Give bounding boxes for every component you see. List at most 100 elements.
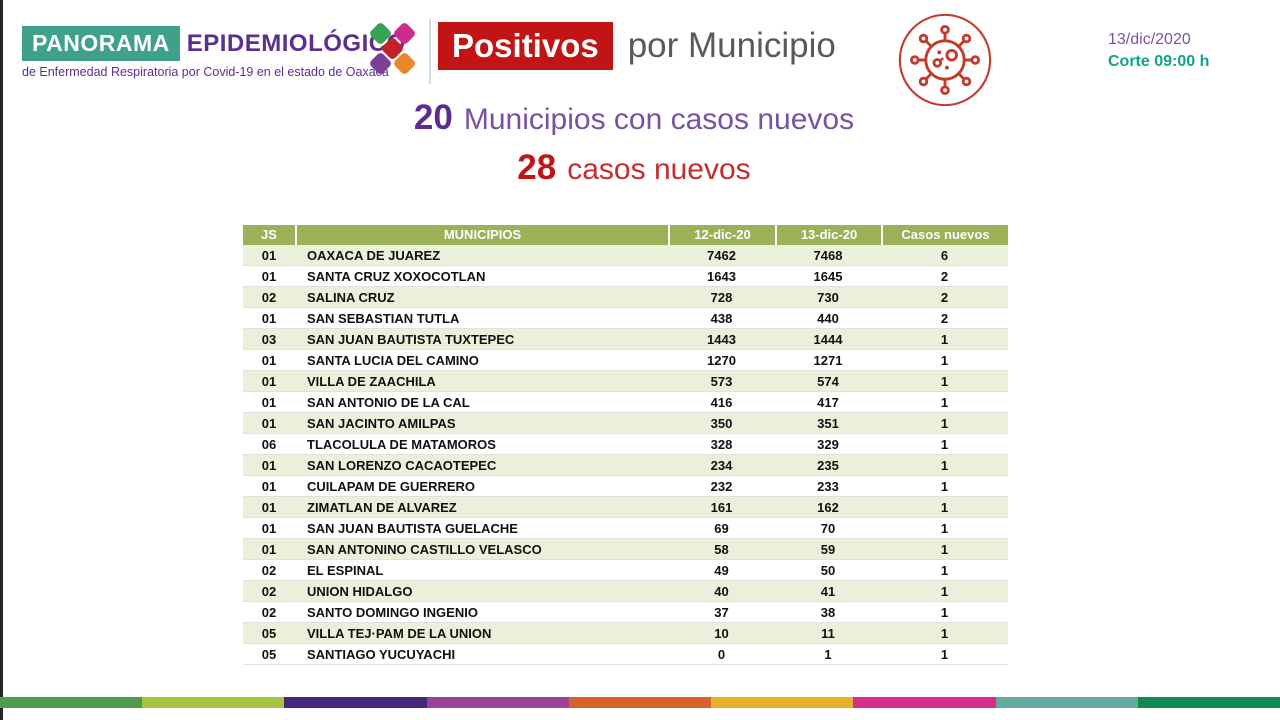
column-header-js: JS [261,227,277,242]
column-header-casos-nuevos: Casos nuevos [881,225,1008,245]
color-bar-segment [142,697,285,708]
cell-13dic: 59 [820,542,836,557]
color-bar-segment [995,697,1138,708]
brand-subtitle: de Enfermedad Respiratoria por Covid-19 … [22,65,389,79]
slide-left-edge [0,0,3,720]
cell-12dic: 58 [714,542,729,557]
municipio-table: JS MUNICIPIOS 12-dic-20 13-dic-20 Casos … [243,225,1008,665]
color-bar-segment [568,697,712,708]
cell-12dic: 350 [710,416,733,431]
cell-js: 01 [261,479,277,494]
headline-municipios: 20 Municipios con casos nuevos [0,98,1268,138]
table-row: 01 OAXACA DE JUAREZ 7462 7468 6 [243,245,1008,266]
cell-js: 02 [261,290,277,305]
table-row: 02 UNION HIDALGO 40 41 1 [243,581,1008,602]
column-header-municipios: MUNICIPIOS [295,225,668,245]
cell-municipio: ZIMATLAN DE ALVAREZ [307,500,457,515]
virus-icon [897,12,993,108]
cell-casos-nuevos: 1 [940,521,949,536]
cell-13dic: 329 [817,437,839,452]
cell-casos-nuevos: 1 [940,416,949,431]
cell-12dic: 37 [714,605,729,620]
cell-municipio: SANTA CRUZ XOXOCOTLAN [307,269,486,284]
color-bar-segment [711,697,854,708]
cell-js: 01 [261,500,277,515]
cell-13dic: 1645 [813,269,843,284]
cell-13dic: 38 [820,605,836,620]
cell-12dic: 161 [710,500,733,515]
cell-js: 01 [261,521,277,536]
cell-13dic: 50 [820,563,836,578]
page-title-por-municipio: por Municipio [627,26,836,65]
cell-municipio: SAN SEBASTIAN TUTLA [307,311,460,326]
cell-12dic: 40 [714,584,729,599]
cell-municipio: OAXACA DE JUAREZ [307,248,441,263]
cell-js: 03 [261,332,277,347]
cell-13dic: 41 [820,584,836,599]
cell-js: 01 [261,353,277,368]
cell-js: 02 [261,563,277,578]
cell-12dic: 1443 [707,332,736,347]
cell-13dic: 1444 [813,332,843,347]
header-divider [429,18,431,84]
cell-municipio: EL ESPINAL [307,563,384,578]
cell-casos-nuevos: 1 [940,479,949,494]
cell-js: 01 [261,416,277,431]
table-row: 05 SANTIAGO YUCUYACHI 0 1 1 [243,644,1008,665]
color-bar-segment [284,697,427,708]
table-row: 02 EL ESPINAL 49 50 1 [243,560,1008,581]
cell-js: 06 [261,437,277,452]
cell-13dic: 233 [817,479,839,494]
cell-municipio: SAN JACINTO AMILPAS [307,416,456,431]
cell-municipio: SAN ANTONINO CASTILLO VELASCO [307,542,542,557]
cell-casos-nuevos: 2 [940,311,949,326]
cell-js: 01 [261,542,277,557]
cell-js: 01 [261,248,277,263]
table-header: JS MUNICIPIOS 12-dic-20 13-dic-20 Casos … [243,225,1008,245]
cell-12dic: 234 [710,458,733,473]
page-title-positivos: Positivos [438,22,613,70]
headline-casos-label: casos nuevos [567,153,751,186]
cell-12dic: 69 [714,521,729,536]
color-bar-segment [0,697,143,708]
cell-municipio: SAN ANTONIO DE LA CAL [307,395,470,410]
cell-municipio: SAN LORENZO CACAOTEPEC [307,458,497,473]
headline-municipios-label: Municipios con casos nuevos [463,103,855,136]
table-rows: 01 OAXACA DE JUAREZ 7462 7468 6 01 SANTA CRUZ … [243,245,1008,665]
cell-casos-nuevos: 1 [940,332,949,347]
cell-js: 05 [261,647,277,662]
cell-casos-nuevos: 1 [940,353,949,368]
table-row: 01 CUILAPAM DE GUERRERO 232 233 1 [243,476,1008,497]
headline-casos: 28 casos nuevos [0,148,1268,188]
table-row: 01 SAN JUAN BAUTISTA GUELACHE 69 70 1 [243,518,1008,539]
cell-12dic: 416 [710,395,733,410]
report-date: 13/dic/2020 [1108,31,1191,48]
cell-12dic: 328 [710,437,733,452]
cell-13dic: 1271 [813,353,843,368]
table-row: 03 SAN JUAN BAUTISTA TUXTEPEC 1443 1444 1 [243,329,1008,350]
table-row: 02 SALINA CRUZ 728 730 2 [243,287,1008,308]
table-row: 01 SAN LORENZO CACAOTEPEC 234 235 1 [243,455,1008,476]
table-row: 01 VILLA DE ZAACHILA 573 574 1 [243,371,1008,392]
color-bar-segment [853,697,996,708]
cell-13dic: 162 [817,500,839,515]
table-row: 05 VILLA TEJ·PAM DE LA UNION 10 11 1 [243,623,1008,644]
cell-municipio: VILLA TEJ·PAM DE LA UNION [307,626,492,641]
date-block: 13/dic/2020 Corte 09:00 h [1108,29,1209,72]
cell-12dic: 232 [710,479,733,494]
cell-13dic: 70 [820,521,836,536]
cell-12dic: 7462 [707,248,736,263]
report-cutoff-time: Corte 09:00 h [1108,52,1210,70]
table-row: 06 TLACOLULA DE MATAMOROS 328 329 1 [243,434,1008,455]
table-row: 02 SANTO DOMINGO INGENIO 37 38 1 [243,602,1008,623]
cell-js: 01 [261,458,277,473]
cell-casos-nuevos: 1 [940,626,949,641]
cell-13dic: 440 [817,311,839,326]
cell-municipio: CUILAPAM DE GUERRERO [307,479,476,494]
cell-13dic: 574 [817,374,839,389]
cell-casos-nuevos: 1 [940,395,949,410]
cell-casos-nuevos: 2 [940,290,949,305]
cell-13dic: 417 [817,395,839,410]
cell-municipio: SANTO DOMINGO INGENIO [307,605,478,620]
cell-13dic: 11 [821,626,835,641]
